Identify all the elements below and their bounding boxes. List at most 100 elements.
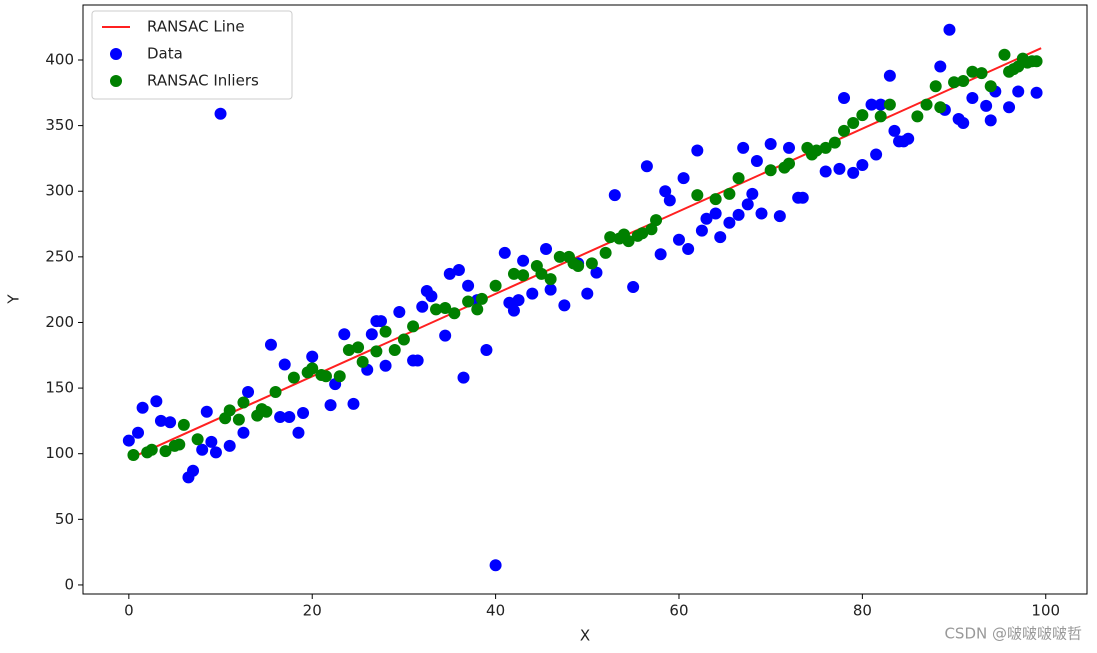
y-tick-label: 0 <box>64 575 74 593</box>
data-point <box>750 155 763 168</box>
data-point <box>347 397 360 410</box>
y-tick-label: 150 <box>45 379 74 397</box>
data-point <box>888 124 901 137</box>
data-point <box>342 344 355 357</box>
data-point <box>558 299 571 312</box>
data-point <box>379 325 392 338</box>
data-point <box>599 246 612 259</box>
x-tick-label: 20 <box>303 602 322 620</box>
legend-box <box>91 10 293 100</box>
data-point <box>306 362 319 375</box>
data-point <box>462 295 475 308</box>
data-point <box>260 405 273 418</box>
data-point <box>269 386 282 399</box>
data-point <box>677 172 690 185</box>
data-point <box>553 250 566 263</box>
data-point <box>700 212 713 225</box>
data-point <box>452 263 465 276</box>
data-point <box>283 410 296 423</box>
data-point <box>517 254 530 267</box>
data-point <box>856 158 869 171</box>
data-point <box>512 294 525 307</box>
data-point <box>145 443 158 456</box>
legend-marker <box>110 48 122 60</box>
data-point <box>287 371 300 384</box>
data-point <box>196 443 209 456</box>
data-point <box>425 290 438 303</box>
data-point <box>966 65 979 78</box>
data-point <box>737 141 750 154</box>
data-point <box>732 208 745 221</box>
y-axis-label: Y <box>5 294 23 305</box>
data-point <box>590 266 603 279</box>
data-point <box>714 231 727 244</box>
data-point <box>957 116 970 129</box>
legend-label: RANSAC Line <box>147 18 245 36</box>
data-point <box>636 227 649 240</box>
data-point <box>177 418 190 431</box>
data-point <box>865 98 878 111</box>
data-point <box>1012 85 1025 98</box>
data-point <box>379 359 392 372</box>
data-point <box>838 92 851 105</box>
data-point <box>572 260 585 273</box>
data-point <box>659 185 672 198</box>
data-point <box>187 464 200 477</box>
data-point <box>874 110 887 123</box>
y-tick-label: 100 <box>45 444 74 462</box>
data-point <box>966 92 979 105</box>
data-point <box>388 344 401 357</box>
data-point <box>200 405 213 418</box>
data-point <box>232 413 245 426</box>
data-point <box>397 333 410 346</box>
data-point <box>173 438 186 451</box>
data-point <box>159 445 172 458</box>
data-point <box>370 345 383 358</box>
data-point <box>507 304 520 317</box>
data-point <box>122 434 135 447</box>
data-point <box>883 98 896 111</box>
data-point <box>654 248 667 261</box>
data-point <box>627 281 640 294</box>
data-point <box>883 69 896 82</box>
data-point <box>324 399 337 412</box>
x-tick-label: 40 <box>486 602 505 620</box>
data-point <box>462 279 475 292</box>
data-point <box>223 439 236 452</box>
data-point <box>411 354 424 367</box>
data-point <box>443 267 456 280</box>
data-point <box>874 98 887 111</box>
data-point <box>457 371 470 384</box>
ransac-line <box>128 47 1042 460</box>
data-point <box>164 416 177 429</box>
legend-marker <box>110 75 122 87</box>
data-point <box>1030 86 1043 99</box>
data-point <box>430 303 443 316</box>
data-point <box>439 302 452 315</box>
data-point <box>796 191 809 204</box>
x-tick-label: 60 <box>669 602 688 620</box>
data-point <box>507 267 520 280</box>
data-point <box>975 67 988 80</box>
data-point <box>480 344 493 357</box>
data-point <box>663 194 676 207</box>
data-point <box>150 395 163 408</box>
data-point <box>650 214 663 227</box>
data-point <box>292 426 305 439</box>
data-point <box>920 98 933 111</box>
data-point <box>223 404 236 417</box>
data-point <box>132 426 145 439</box>
data-point <box>274 410 287 423</box>
data-point <box>764 164 777 177</box>
legend-label: Data <box>147 45 183 63</box>
data-point <box>127 449 140 462</box>
data-point <box>136 401 149 414</box>
data-point <box>645 223 658 236</box>
data-point <box>957 74 970 87</box>
data-point <box>352 341 365 354</box>
data-point <box>934 101 947 114</box>
data-point <box>819 141 832 154</box>
data-point <box>205 435 218 448</box>
data-point <box>1003 101 1016 114</box>
